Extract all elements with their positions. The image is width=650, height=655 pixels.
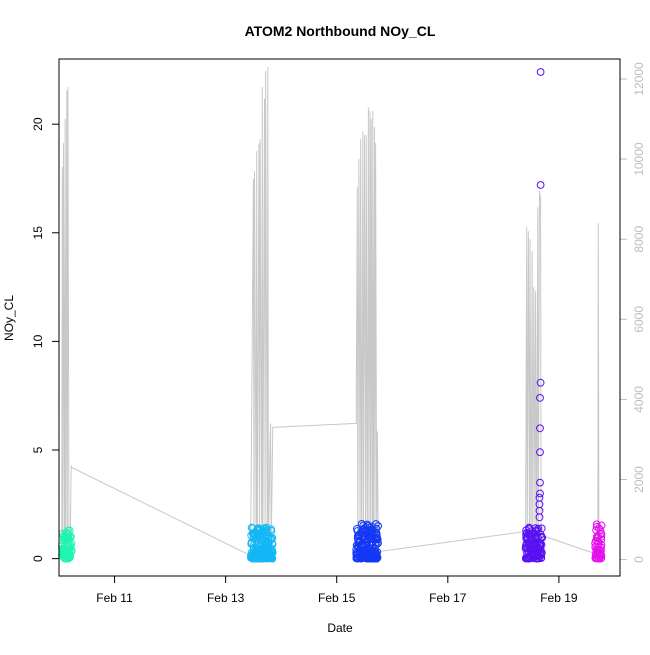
data-point: [65, 551, 74, 559]
data-point: [255, 532, 264, 541]
data-point: [372, 551, 381, 560]
data-point: [353, 534, 362, 543]
data-point: [536, 542, 545, 550]
data-point: [355, 547, 364, 555]
data-point: [254, 525, 263, 534]
data-point: [373, 548, 382, 556]
data-point: [521, 544, 530, 553]
data-point: [356, 550, 364, 559]
data-point: [536, 424, 544, 433]
data-point: [594, 524, 603, 533]
data-point: [536, 378, 545, 387]
data-point: [59, 545, 67, 554]
data-point: [267, 553, 276, 562]
data-point: [535, 513, 544, 522]
data-point: [536, 448, 544, 457]
y2-tick-label: 8000: [632, 226, 646, 253]
data-point: [264, 532, 273, 541]
data-point: [267, 525, 275, 534]
data-point: [536, 489, 544, 498]
data-point: [537, 551, 546, 560]
data-point: [63, 534, 71, 543]
x-tick-label: Feb 15: [318, 591, 356, 605]
x-tick-label: Feb 13: [207, 591, 245, 605]
y2-tick-label: 12000: [632, 62, 646, 96]
data-point: [256, 536, 265, 545]
data-point: [361, 534, 370, 543]
data-point: [357, 542, 366, 551]
data-point: [593, 522, 601, 531]
data-point: [597, 529, 605, 538]
flight-2-points: [247, 523, 277, 563]
data-point: [536, 478, 544, 487]
data-point: [64, 530, 73, 539]
data-point: [536, 394, 544, 402]
plot-frame: [58, 58, 621, 577]
data-point: [362, 554, 371, 563]
data-point: [597, 535, 606, 544]
data-point: [357, 520, 366, 528]
data-point: [536, 68, 545, 76]
data-point: [527, 541, 536, 549]
data-point: [591, 539, 599, 548]
data-point: [253, 546, 262, 555]
y2-tick-label: 0: [632, 556, 646, 563]
data-point: [372, 530, 381, 539]
data-point: [353, 554, 362, 563]
data-point: [529, 552, 538, 561]
data-point: [256, 554, 265, 563]
data-point: [536, 181, 545, 189]
x-axis-label: Date: [327, 621, 353, 635]
y-tick-label: 15: [31, 226, 45, 240]
data-point: [251, 548, 260, 557]
y-axis-label: NOy_CL: [2, 295, 16, 341]
y-tick-label: 0: [31, 555, 45, 562]
data-point: [594, 540, 603, 548]
x-tick-label: Feb 11: [96, 591, 133, 605]
data-point: [592, 520, 601, 529]
y2-tick-label: 2000: [632, 466, 646, 493]
y2-tick-label: 6000: [632, 306, 646, 333]
points-layer: [58, 68, 606, 563]
data-point: [367, 538, 376, 547]
data-point: [522, 526, 530, 535]
y2-tick-label: 10000: [632, 142, 646, 176]
x-tick-label: Feb 17: [429, 591, 467, 605]
data-point: [61, 549, 70, 558]
data-point: [531, 524, 540, 533]
data-point: [371, 547, 379, 556]
data-point: [249, 532, 258, 540]
flight-4-points: [521, 523, 547, 563]
data-point: [526, 533, 535, 542]
data-point: [60, 550, 69, 559]
flight-1-points: [58, 526, 76, 563]
flight-3-points: [352, 520, 383, 563]
data-point: [525, 552, 534, 561]
data-point: [597, 532, 606, 541]
y-tick-label: 20: [31, 117, 45, 131]
data-point: [528, 529, 536, 538]
data-point: [536, 530, 545, 539]
x-tick-label: Feb 19: [540, 591, 578, 605]
y-tick-label: 5: [31, 446, 45, 453]
data-point: [354, 531, 363, 540]
data-point: [354, 542, 362, 550]
data-point: [371, 534, 380, 542]
chart-title: ATOM2 Northbound NOy_CL: [245, 23, 436, 39]
y-tick-label: 10: [31, 334, 45, 348]
y2-tick-label: 4000: [632, 386, 646, 413]
flight-5-points: [591, 520, 606, 563]
outlier-points: [357, 68, 545, 542]
data-point: [353, 527, 362, 535]
data-point: [268, 545, 276, 554]
data-point: [372, 520, 380, 528]
data-point: [249, 524, 257, 533]
data-point: [593, 554, 602, 563]
data-point: [67, 539, 76, 548]
data-point: [259, 554, 268, 563]
data-point: [360, 524, 369, 533]
